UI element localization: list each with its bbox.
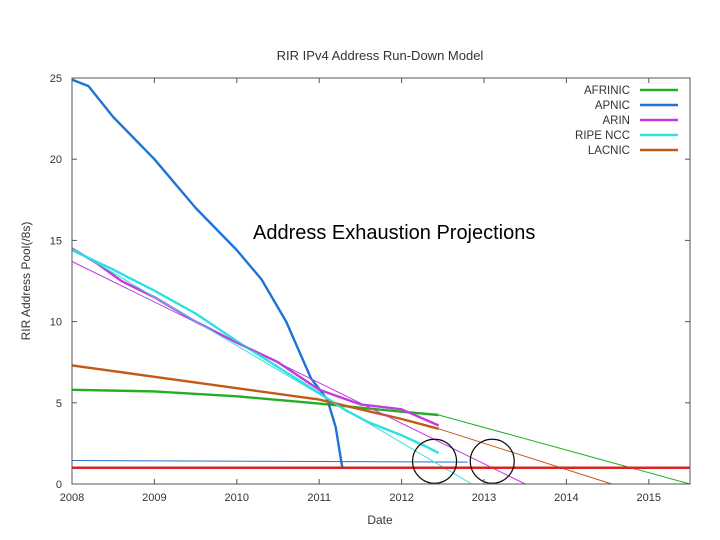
series-line-ripe-ncc <box>71 249 440 455</box>
x-tick-label: 2010 <box>225 492 249 504</box>
x-tick-label: 2013 <box>472 492 496 504</box>
highlight-circle-2 <box>469 438 515 484</box>
circle-layer <box>411 438 515 484</box>
legend-label-ripe-ncc: RIPE NCC <box>575 130 630 142</box>
x-tick-label: 2008 <box>60 492 84 504</box>
y-tick-label: 20 <box>50 154 62 166</box>
tick-layer: 2008 2009 2010 2011 2012 2013 2014 2015 0 5 10 15 20… <box>50 73 690 504</box>
x-tick-label: 2012 <box>389 492 413 504</box>
series-line-lacnic <box>71 364 440 430</box>
y-tick-label: 5 <box>56 398 62 410</box>
y-tick-label: 25 <box>50 73 62 85</box>
y-tick-label: 10 <box>50 317 62 329</box>
projection-line-afrinic <box>438 414 691 485</box>
legend-label-afrinic: AFRINIC <box>584 85 630 97</box>
projection-line-ripe-ncc <box>71 248 472 485</box>
series-line-apnic <box>71 78 439 469</box>
projection-layer <box>71 248 691 485</box>
legend-label-apnic: APNIC <box>595 100 630 112</box>
series-line-afrinic <box>71 388 439 417</box>
chart-title: RIR IPv4 Address Run-Down Model <box>277 48 484 63</box>
y-axis-label: RIR Address Pool(/8s) <box>19 222 33 341</box>
x-tick-label: 2014 <box>554 492 578 504</box>
projection-line-lacnic <box>438 428 612 485</box>
projection-line-arin <box>71 261 526 485</box>
legend: AFRINIC APNIC ARIN RIPE NCC LACNIC <box>575 85 678 157</box>
overlay-caption: Address Exhaustion Projections <box>253 222 535 244</box>
projection-line-apnic <box>71 460 468 463</box>
x-tick-label: 2009 <box>142 492 166 504</box>
x-axis-label: Date <box>367 513 393 527</box>
plot-frame <box>71 77 691 485</box>
x-tick-label: 2011 <box>307 492 331 504</box>
series-layer <box>71 78 440 469</box>
legend-label-arin: ARIN <box>603 115 630 127</box>
highlight-circle-1 <box>411 438 458 484</box>
y-tick-label: 0 <box>56 479 62 491</box>
y-tick-label: 15 <box>50 235 62 247</box>
legend-label-lacnic: LACNIC <box>588 145 630 157</box>
x-tick-label: 2015 <box>637 492 661 504</box>
